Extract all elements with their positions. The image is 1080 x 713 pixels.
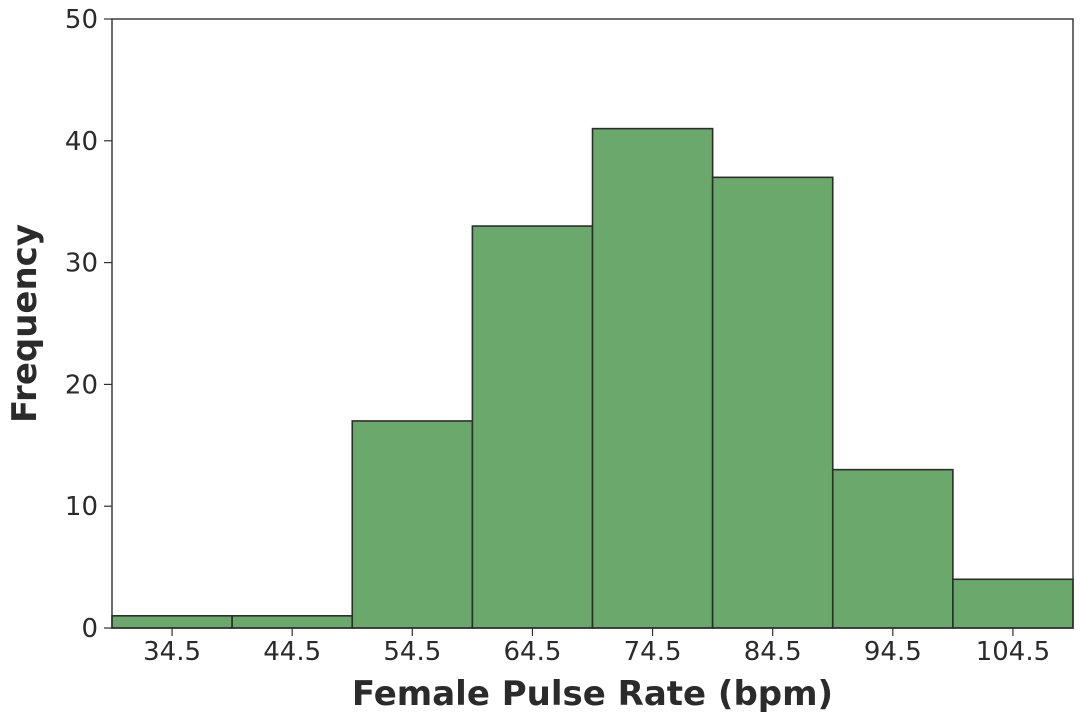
x-tick-label-74.5: 74.5 [624, 637, 682, 667]
y-axis-label: Frequency [5, 224, 45, 423]
bar-34.5 [111, 615, 233, 629]
bars-layer [111, 127, 1074, 629]
y-tick-label-0: 0 [81, 614, 98, 644]
x-tick-label-94.5: 94.5 [864, 637, 922, 667]
y-tick-label-10: 10 [65, 492, 98, 522]
y-tick-label-50: 50 [65, 5, 98, 35]
bar-104.5 [952, 578, 1074, 629]
plot-frame [111, 18, 1074, 629]
x-tick-label-84.5: 84.5 [744, 637, 802, 667]
x-tick-label-64.5: 64.5 [503, 637, 561, 667]
y-tick-label-20: 20 [65, 370, 98, 400]
x-tick-label-44.5: 44.5 [263, 637, 321, 667]
x-ticks-layer: 34.5 44.5 54.5 64.5 74.5 84.5 94.5 104.5 [143, 628, 1050, 667]
bar-64.5 [471, 225, 594, 629]
y-tick-label-30: 30 [65, 249, 98, 279]
x-tick-label-54.5: 54.5 [383, 637, 441, 667]
x-tick-label-104.5: 104.5 [976, 637, 1050, 667]
bar-44.5 [231, 615, 354, 629]
x-tick-label-34.5: 34.5 [143, 637, 201, 667]
bar-94.5 [831, 468, 954, 629]
bar-74.5 [591, 127, 714, 629]
bar-54.5 [351, 420, 474, 629]
y-ticks-layer: 0 10 20 30 40 50 [65, 5, 112, 644]
x-axis-label: Female Pulse Rate (bpm) [352, 674, 833, 713]
y-tick-label-40: 40 [65, 127, 98, 157]
bar-84.5 [711, 176, 834, 629]
